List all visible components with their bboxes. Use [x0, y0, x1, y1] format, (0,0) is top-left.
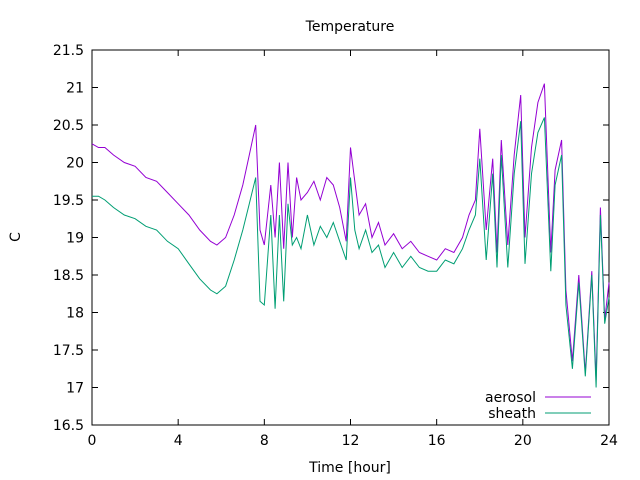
- y-tick-label: 18: [66, 306, 84, 322]
- y-tick-label: 20.5: [53, 118, 84, 134]
- x-tick-label: 8: [260, 433, 269, 449]
- y-tick-label: 18.5: [53, 268, 84, 284]
- x-tick-label: 24: [600, 433, 618, 449]
- y-tick-label: 19: [66, 231, 84, 247]
- y-tick-label: 21: [66, 81, 84, 97]
- y-tick-label: 16.5: [53, 418, 84, 434]
- x-tick-label: 4: [174, 433, 183, 449]
- legend-label-sheath: sheath: [488, 406, 536, 422]
- y-tick-label: 17: [66, 381, 84, 397]
- x-tick-label: 12: [342, 433, 360, 449]
- x-tick-label: 20: [514, 433, 532, 449]
- x-tick-label: 16: [428, 433, 446, 449]
- plot-frame: [91, 49, 610, 426]
- y-tick-label: 19.5: [53, 193, 84, 209]
- y-axis-label: C: [8, 232, 24, 242]
- y-tick-label: 21.5: [53, 43, 84, 59]
- y-tick-label: 20: [66, 156, 84, 172]
- x-tick-label: 0: [88, 433, 97, 449]
- x-axis-label: Time [hour]: [308, 460, 391, 476]
- chart-title: Temperature: [305, 19, 395, 35]
- series-line-sheath: [92, 117, 610, 388]
- y-tick-label: 17.5: [53, 343, 84, 359]
- series-line-aerosol: [91, 83, 610, 381]
- legend-label-aerosol: aerosol: [485, 390, 536, 406]
